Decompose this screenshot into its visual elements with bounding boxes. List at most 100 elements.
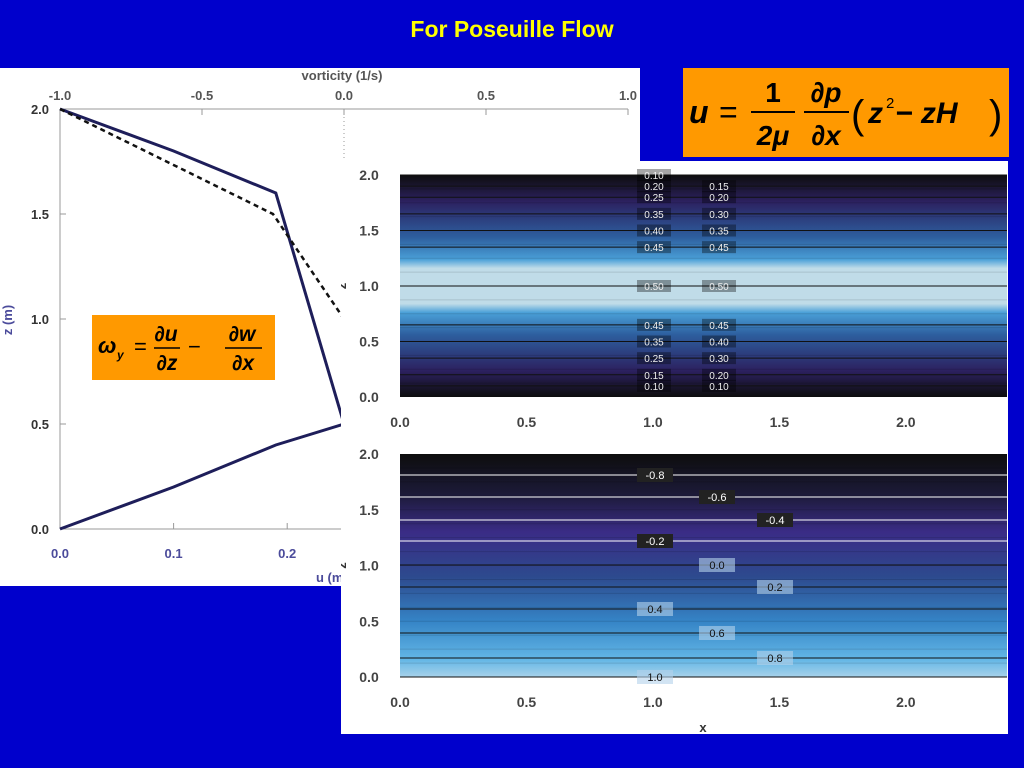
contour-label: 0.45 (644, 321, 664, 332)
contour-label-bg (757, 513, 793, 527)
contour-label: 0.15 (709, 182, 729, 193)
y-tick-label: 1.5 (31, 207, 49, 222)
equals-sign: = (719, 94, 738, 130)
top-tick-label: 0.5 (477, 88, 495, 103)
contour-label: 0.8 (767, 653, 782, 665)
y-tick-label: 1.5 (359, 223, 379, 239)
contour-label: 0.20 (709, 371, 729, 382)
y-tick-label: 0.0 (31, 522, 49, 537)
contour-label-bg (699, 626, 735, 640)
x-tick-label: 0.0 (390, 694, 410, 710)
contour-label: 0.35 (644, 338, 664, 349)
contour-label-bg (702, 180, 736, 193)
contour-label-bg (702, 280, 736, 292)
contour-label-bg (702, 352, 736, 365)
equals-sign: = (134, 334, 147, 359)
y-axis-label: z (341, 562, 349, 569)
contour-label-bg (637, 368, 671, 381)
y-tick-label: 0.5 (31, 417, 49, 432)
vorticity-contour-plot: 1.0 0.8 0.6 0.4 0.2 0.0 -0.2 -0.4 -0.6 -0.8 0.0 0.5… (334, 446, 1007, 735)
minus-sign: − (188, 334, 201, 359)
z-symbol: z (867, 97, 883, 130)
contour-label-bg (637, 352, 671, 365)
y-tick-label: 0.5 (359, 613, 379, 629)
bottom-tick-label: 0.1 (165, 546, 183, 561)
contour-label-bg (702, 207, 736, 220)
y-tick-label: 1.0 (31, 312, 49, 327)
top-tick-label: -0.5 (191, 88, 213, 103)
contour-label: 0.45 (644, 243, 664, 254)
contour-label: 0.20 (709, 193, 729, 204)
x-tick-label: 1.0 (643, 414, 663, 430)
vorticity-profile-line (59, 107, 346, 320)
fraction-denominator: ∂x (232, 352, 255, 375)
x-tick-label: 1.5 (770, 694, 790, 710)
top-tick-label: 1.0 (619, 88, 637, 103)
contour-label: 0.40 (644, 227, 664, 238)
exponent: 2 (886, 95, 894, 112)
contour-label-bg (637, 335, 671, 348)
contour-label-bg (702, 224, 736, 237)
contour-label: 1.0 (647, 672, 662, 684)
contour-label-bg (699, 490, 735, 504)
y-axis-label: z (m) (0, 305, 15, 335)
contour-label: -0.6 (708, 492, 727, 504)
contour-label: 0.45 (709, 243, 729, 254)
right-paren: ) (989, 93, 1002, 137)
y-tick-label: 1.0 (359, 558, 379, 574)
x-tick-label: 0.0 (390, 414, 410, 430)
x-tick-label: 0.5 (517, 694, 537, 710)
x-axis-label: x (699, 720, 707, 734)
contour-label: -0.4 (766, 515, 785, 527)
contour-label-bg (637, 280, 671, 292)
contour-label-bg (637, 670, 673, 684)
contour-label: 0.30 (709, 354, 729, 365)
contour-label-bg (637, 318, 671, 331)
contour-label-bg (637, 180, 671, 193)
contour-label: 0.30 (709, 210, 729, 221)
contour-label: 0.15 (644, 371, 664, 382)
bottom-axis-label: u (m (316, 570, 343, 585)
contour-label-bg (757, 580, 793, 594)
vorticity-symbol: ω (98, 333, 116, 358)
contour-label-bg (637, 379, 671, 392)
contour-charts-panel: 0.10 0.10 0.15 0.20 0.25 0.30 0.35 0.40 0.45 0.45… (334, 161, 1008, 735)
contour-label-bg (702, 191, 736, 204)
contour-label-bg (702, 241, 736, 254)
contour-label: 0.25 (644, 193, 664, 204)
contour-label-bg (702, 379, 736, 392)
contour-label: 0.35 (644, 210, 664, 221)
velocity-equation: u = 1 2μ ∂p ∂x ( z 2 − zH ) (683, 68, 1009, 157)
contour-label: 0.45 (709, 321, 729, 332)
x-tick-label: 0.5 (517, 414, 537, 430)
bottom-tick-label: 0.0 (51, 546, 69, 561)
slide-title: For Poseuille Flow (410, 16, 614, 42)
contour-label-bg (757, 651, 793, 665)
contour-label: 0.50 (644, 282, 664, 293)
contour-label: 0.10 (644, 382, 664, 393)
top-axis-label: vorticity (1/s) (302, 68, 383, 83)
contour-label: 0.50 (709, 282, 729, 293)
contour-label: 0.2 (767, 582, 782, 594)
contour-label-bg (637, 468, 673, 482)
contour-label: 0.0 (709, 560, 724, 572)
contour-label: 0.4 (647, 604, 662, 616)
contour-label-bg (637, 191, 671, 204)
x-tick-label: 2.0 (896, 414, 916, 430)
top-tick-label: -1.0 (49, 88, 71, 103)
contour-label: 0.10 (644, 171, 664, 182)
contour-label: 0.20 (644, 182, 664, 193)
contour-label-bg (702, 368, 736, 381)
velocity-symbol: u (689, 94, 709, 130)
fraction-numerator: 1 (765, 77, 781, 108)
x-tick-label: 2.0 (896, 694, 916, 710)
fraction-numerator: ∂w (229, 323, 257, 346)
contour-label: 0.35 (709, 227, 729, 238)
x-tick-label: 1.5 (770, 414, 790, 430)
fraction-denominator: ∂x (811, 120, 842, 151)
top-tick-label: 0.0 (335, 88, 353, 103)
contour-label-bg (637, 207, 671, 220)
contour-label-bg (637, 534, 673, 548)
contour-label-bg (637, 241, 671, 254)
contour-label: 0.40 (709, 338, 729, 349)
